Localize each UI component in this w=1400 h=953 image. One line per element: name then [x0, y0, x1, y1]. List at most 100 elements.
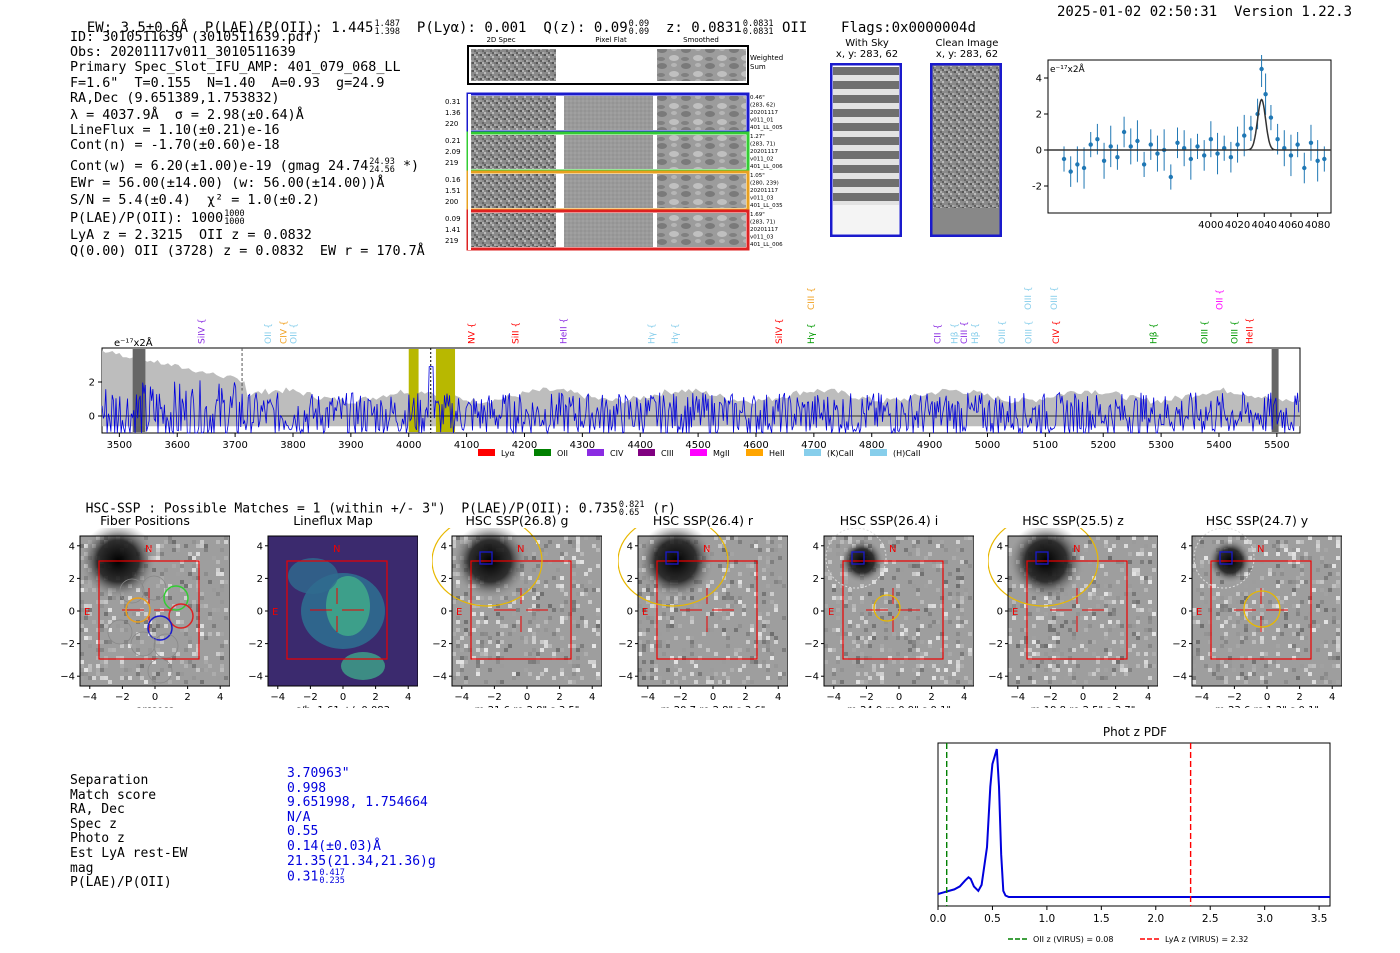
hsc-pixel [1144, 580, 1148, 584]
hsc-pixel [452, 536, 456, 540]
hsc-pixel [750, 624, 754, 628]
hsc-pixel [960, 652, 964, 656]
match-box [851, 551, 865, 565]
smoothed-cell [657, 96, 746, 130]
hsc-pixel [824, 644, 828, 648]
hsc-pixel [1244, 676, 1248, 680]
hsc-pixel [216, 560, 220, 564]
hsc-xtick-label: −2 [673, 692, 688, 703]
hsc-pixel [176, 612, 180, 616]
hsc-pixel [766, 604, 770, 608]
hsc-pixel [204, 636, 208, 640]
hsc-pixel [188, 644, 192, 648]
hsc-pixel [912, 640, 916, 644]
hsc-pixel [180, 568, 184, 572]
hsc-pixel [920, 560, 924, 564]
zoom-point [1088, 142, 1093, 147]
hsc-pixel [1240, 592, 1244, 596]
hsc-pixel [698, 644, 702, 648]
hsc-pixel [196, 544, 200, 548]
hsc-pixel [960, 596, 964, 600]
hsc-pixel [560, 584, 564, 588]
hsc-pixel [80, 608, 84, 612]
hsc-pixel [200, 680, 204, 684]
hsc-pixel [900, 568, 904, 572]
hsc-pixel [464, 620, 468, 624]
hsc-pixel [904, 632, 908, 636]
hsc-pixel [508, 644, 512, 648]
hsc-pixel [1016, 644, 1020, 648]
hsc-pixel [924, 652, 928, 656]
info-line: F=1.6" T=0.155 N=1.40 A=0.93 g=24.9 [70, 75, 385, 91]
hsc-pixel [1104, 584, 1108, 588]
hsc-pixel [1088, 640, 1092, 644]
full-line-label: CIII { [960, 321, 970, 344]
hsc-pixel [844, 540, 848, 544]
hsc-pixel [540, 672, 544, 676]
hsc-pixel [224, 640, 228, 644]
hsc-pixel [172, 564, 176, 568]
hsc-pixel [116, 656, 120, 660]
hsc-pixel [698, 604, 702, 608]
hsc-pixel [1120, 624, 1124, 628]
hsc-pixel [1048, 628, 1052, 632]
hsc-pixel [524, 580, 528, 584]
hsc-pixel [1220, 608, 1224, 612]
hsc-pixel [916, 636, 920, 640]
spec2d-row-meta: v011_02 [750, 157, 774, 163]
hsc-pixel [916, 664, 920, 668]
hsc-pixel [686, 636, 690, 640]
hsc-pixel [1244, 604, 1248, 608]
hsc-pixel [504, 596, 508, 600]
aperture-box [1026, 560, 1128, 660]
hsc-pixel [1104, 572, 1108, 576]
hsc-pixel [1028, 656, 1032, 660]
hsc-pixel [856, 660, 860, 664]
hsc-pixel [208, 616, 212, 620]
hsc-pixel [1088, 596, 1092, 600]
hsc-pixel [144, 592, 148, 596]
legend-swatch [804, 449, 821, 456]
hsc-pixel [220, 668, 224, 672]
hsc-xtick-label: 4 [217, 692, 223, 703]
hsc-pixel [1048, 644, 1052, 648]
hsc-xtick-label: −2 [859, 692, 874, 703]
hsc-pixel [880, 544, 884, 548]
hsc-pixel [888, 648, 892, 652]
hsc-pixel [1032, 668, 1036, 672]
hsc-pixel [1104, 636, 1108, 640]
hsc-pixel [84, 628, 88, 632]
hsc-pixel [762, 592, 766, 596]
hsc-pixel [1296, 576, 1300, 580]
hsc-pixel [1220, 660, 1224, 664]
hsc-pixel [848, 624, 852, 628]
hsc-pixel [456, 616, 460, 620]
pixel-flat-cell [564, 135, 653, 169]
hsc-pixel [1132, 644, 1136, 648]
hsc-pixel [722, 616, 726, 620]
compass-north: N [333, 544, 340, 555]
hsc-pixel [572, 664, 576, 668]
hsc-pixel [832, 628, 836, 632]
hsc-pixel [156, 652, 160, 656]
hsc-pixel [1052, 616, 1056, 620]
hsc-pixel [204, 544, 208, 548]
hsc-pixel [536, 596, 540, 600]
hsc-pixel [1240, 656, 1244, 660]
full-xtick-label: 3800 [280, 440, 305, 451]
hsc-pixel [1136, 600, 1140, 604]
hsc-pixel [868, 644, 872, 648]
hsc-pixel [1248, 656, 1252, 660]
hsc-pixel [1200, 592, 1204, 596]
hsc-pixel [188, 552, 192, 556]
hsc-pixel [960, 572, 964, 576]
hsc-pixel [576, 624, 580, 628]
hsc-pixel [552, 676, 556, 680]
hsc-pixel [1252, 548, 1256, 552]
hsc-pixel [1232, 624, 1236, 628]
hsc-pixel [844, 652, 848, 656]
hsc-pixel [694, 664, 698, 668]
hsc-pixel [1076, 664, 1080, 668]
hsc-ytick-label: −2 [248, 639, 263, 650]
hsc-pixel [666, 660, 670, 664]
